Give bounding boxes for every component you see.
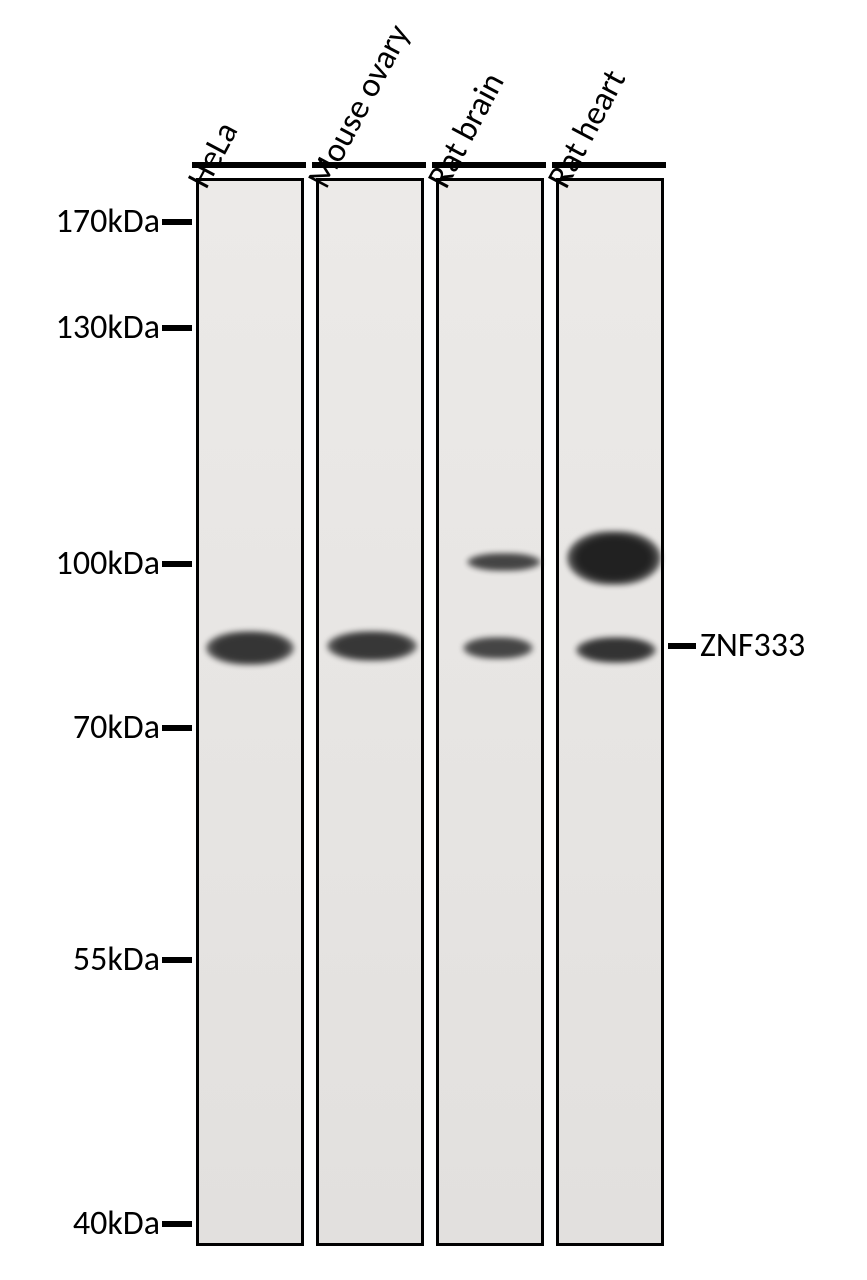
band-rat_brain-2 xyxy=(467,553,541,571)
mw-label-5: 40kDa xyxy=(73,1203,160,1244)
lane-underline-hela xyxy=(192,162,306,168)
mw-label-4: 55kDa xyxy=(73,939,160,980)
lane-mouse_ovary xyxy=(316,178,424,1246)
lane-label-rat_brain: Rat brain xyxy=(419,66,514,195)
band-rat_brain-3 xyxy=(463,637,533,659)
mw-tick-1 xyxy=(162,325,192,331)
protein-label: ZNF333 xyxy=(700,625,805,666)
mw-label-0: 170kDa xyxy=(56,201,160,242)
lane-hela xyxy=(196,178,304,1246)
mw-label-1: 130kDa xyxy=(56,307,160,348)
mw-tick-0 xyxy=(162,219,192,225)
mw-tick-4 xyxy=(162,957,192,963)
band-hela-0 xyxy=(206,631,294,665)
mw-tick-3 xyxy=(162,725,192,731)
lane-label-rat_heart: Rat heart xyxy=(539,63,635,195)
lane-underline-rat_brain xyxy=(432,162,546,168)
protein-tick xyxy=(668,643,696,649)
mw-tick-2 xyxy=(162,561,192,567)
lane-underline-rat_heart xyxy=(552,162,666,168)
band-mouse_ovary-1 xyxy=(327,631,417,661)
band-rat_heart-5 xyxy=(576,637,656,663)
lane-label-mouse_ovary: Mouse ovary xyxy=(299,18,419,195)
lane-rat_heart xyxy=(556,178,664,1246)
lane-underline-mouse_ovary xyxy=(312,162,426,168)
lane-rat_brain xyxy=(436,178,544,1246)
band-rat_heart-4 xyxy=(567,531,661,585)
mw-label-2: 100kDa xyxy=(56,543,160,584)
mw-tick-5 xyxy=(162,1221,192,1227)
mw-label-3: 70kDa xyxy=(73,707,160,748)
